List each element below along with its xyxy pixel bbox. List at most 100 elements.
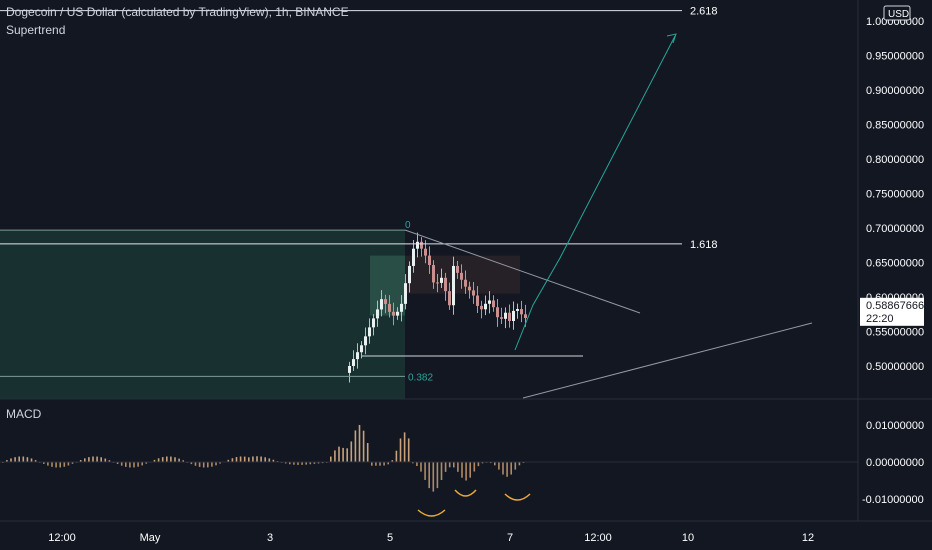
macd-bar bbox=[256, 456, 258, 462]
candle-body bbox=[472, 290, 475, 296]
macd-bar bbox=[334, 450, 336, 462]
macd-bar bbox=[350, 441, 353, 462]
macd-bar bbox=[301, 462, 303, 465]
macd-bar bbox=[100, 457, 102, 462]
countdown-timer: 22:20 bbox=[866, 313, 894, 325]
macd-bar bbox=[268, 458, 271, 462]
macd-bar bbox=[120, 462, 123, 466]
candle-body bbox=[400, 303, 403, 312]
time-tick-label: 7 bbox=[507, 532, 513, 544]
macd-bar bbox=[412, 462, 414, 464]
macd-bar bbox=[272, 459, 275, 462]
candle-body bbox=[444, 277, 447, 292]
macd-bar bbox=[6, 460, 8, 462]
indicator-label[interactable]: Supertrend bbox=[6, 23, 66, 37]
macd-bar bbox=[416, 462, 418, 467]
macd-bar bbox=[502, 462, 504, 475]
macd-bar bbox=[145, 462, 148, 464]
candle-body bbox=[404, 283, 407, 304]
time-tick-label: May bbox=[140, 532, 161, 544]
macd-bar bbox=[457, 462, 459, 472]
candle-body bbox=[480, 305, 483, 310]
macd-bar bbox=[129, 462, 131, 468]
candle-body bbox=[396, 311, 399, 316]
macd-bar bbox=[125, 462, 127, 467]
macd-bar bbox=[293, 462, 295, 465]
macd-bar bbox=[366, 443, 369, 462]
swing-low-marker bbox=[417, 509, 446, 517]
macd-bar bbox=[55, 462, 57, 468]
macd-bar bbox=[391, 460, 394, 462]
macd-bar bbox=[375, 462, 377, 466]
time-tick-label: 12:00 bbox=[48, 532, 76, 544]
candle-body bbox=[476, 295, 479, 306]
macd-bar bbox=[22, 456, 25, 462]
time-tick-label: 12 bbox=[802, 532, 814, 544]
macd-bar bbox=[518, 462, 521, 466]
macd-bar bbox=[436, 462, 439, 489]
macd-bar bbox=[227, 459, 230, 462]
macd-bar bbox=[157, 458, 160, 462]
macd-bar bbox=[30, 458, 33, 462]
price-tick-label: 0.65000000 bbox=[866, 258, 924, 270]
macd-bar bbox=[284, 462, 287, 464]
macd-bar bbox=[506, 462, 508, 477]
macd-bar bbox=[313, 462, 316, 464]
candle-body bbox=[416, 241, 419, 249]
drawing-lines: 2.618 1.618 0.382 0 bbox=[0, 6, 813, 399]
macd-bar bbox=[174, 457, 176, 462]
macd-bar bbox=[170, 456, 172, 462]
candle-body bbox=[376, 309, 379, 319]
macd-bar bbox=[297, 462, 299, 465]
macd-bar bbox=[473, 462, 476, 472]
candle-body bbox=[392, 311, 395, 316]
macd-bar bbox=[211, 462, 213, 467]
macd-bar bbox=[489, 462, 492, 464]
macd-bar bbox=[243, 456, 246, 462]
candle-body bbox=[492, 300, 495, 308]
macd-bar bbox=[59, 462, 61, 468]
swing-markers bbox=[417, 489, 531, 517]
macd-bar bbox=[178, 458, 180, 462]
macd-bar bbox=[252, 456, 254, 462]
macd-tick-label: 0.00000000 bbox=[866, 457, 924, 469]
macd-bar bbox=[461, 462, 463, 478]
macd-bar bbox=[330, 456, 332, 462]
price-tick-label: 0.90000000 bbox=[866, 85, 924, 97]
candle-body bbox=[372, 318, 375, 328]
fib-label-0: 0 bbox=[405, 220, 411, 231]
macd-bar bbox=[420, 462, 422, 472]
macd-bar bbox=[424, 462, 426, 480]
candle-body bbox=[412, 248, 415, 266]
macd-bar bbox=[407, 438, 410, 462]
macd-bar bbox=[514, 462, 517, 470]
macd-bar bbox=[248, 457, 250, 462]
macd-bar bbox=[133, 462, 135, 468]
macd-bar bbox=[399, 438, 402, 462]
time-tick-label: 12:00 bbox=[584, 532, 612, 544]
projection-arrowhead bbox=[666, 33, 677, 44]
macd-bar bbox=[14, 457, 16, 462]
fib-label-0382: 0.382 bbox=[408, 372, 433, 383]
price-tick-label: 0.50000000 bbox=[866, 361, 924, 373]
macd-bar bbox=[465, 462, 467, 481]
candle-body bbox=[512, 310, 515, 322]
macd-bar bbox=[403, 432, 406, 462]
candle-body bbox=[464, 279, 467, 287]
macd-bar bbox=[190, 462, 193, 465]
macd-bar bbox=[264, 457, 266, 462]
macd-bar bbox=[432, 462, 435, 492]
macd-bar bbox=[43, 462, 45, 464]
macd-bar bbox=[137, 462, 139, 467]
macd-bar bbox=[387, 462, 389, 465]
projection-path bbox=[514, 35, 676, 351]
candle-body bbox=[516, 309, 519, 311]
price-tick-label: 0.75000000 bbox=[866, 189, 924, 201]
candle-body bbox=[360, 345, 363, 353]
chart-title: Dogecoin / US Dollar (calculated by Trad… bbox=[6, 5, 349, 19]
candle-body bbox=[440, 277, 443, 283]
price-tick-label: 0.95000000 bbox=[866, 51, 924, 63]
macd-bar bbox=[92, 456, 94, 462]
zones bbox=[0, 230, 520, 399]
